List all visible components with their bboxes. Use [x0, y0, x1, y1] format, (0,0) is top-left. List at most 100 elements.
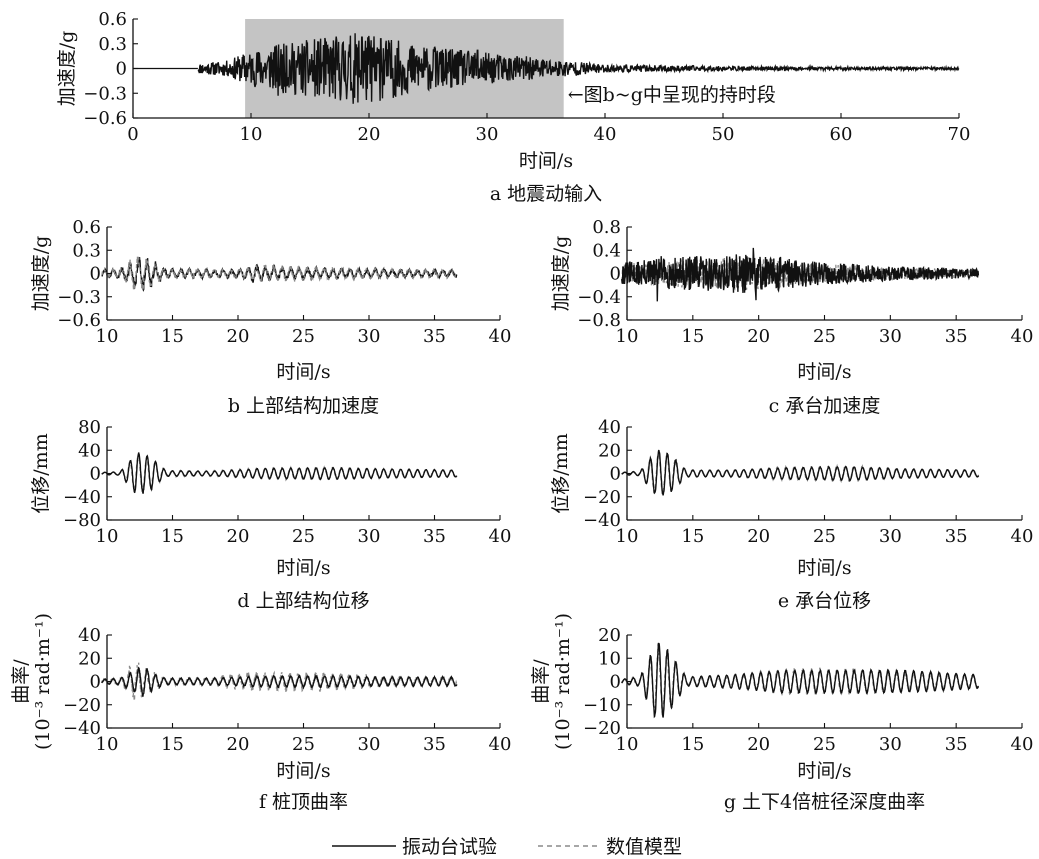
x-axis-label: 时间/s — [276, 557, 330, 579]
legend-label-test: 振动台试验 — [402, 836, 497, 858]
y-tick-label: −40 — [583, 510, 621, 531]
series-line-test — [621, 642, 980, 719]
panel-caption: d 上部结构位移 — [237, 590, 369, 612]
x-tick-label: 20 — [747, 326, 770, 347]
x-tick-label: 35 — [423, 734, 446, 755]
y-tick-label: −0.4 — [577, 287, 621, 308]
x-tick-label: 10 — [96, 326, 119, 347]
y-axis-label: (10⁻³ rad·m⁻¹) — [32, 613, 54, 750]
y-tick-label: −0.6 — [83, 108, 127, 129]
panel-caption: e 承台位移 — [778, 590, 871, 612]
y-tick-label: 0 — [90, 464, 101, 485]
series-line-test — [621, 449, 980, 496]
x-axis-label: 时间/s — [519, 150, 573, 172]
y-tick-label: −0.3 — [57, 287, 101, 308]
x-tick-label: 40 — [1011, 526, 1034, 547]
x-tick-label: 10 — [96, 734, 119, 755]
y-axis-label: 位移/mm — [30, 433, 52, 513]
x-tick-label: 50 — [712, 124, 735, 145]
x-tick-label: 30 — [358, 326, 381, 347]
x-tick-label: 40 — [1011, 326, 1034, 347]
y-tick-label: 0 — [610, 672, 621, 693]
panel-caption: c 承台加速度 — [769, 395, 881, 417]
x-axis-label: 时间/s — [276, 760, 330, 782]
y-tick-label: 20 — [598, 625, 621, 646]
x-tick-label: 15 — [161, 326, 184, 347]
y-tick-label: 0.4 — [592, 240, 621, 261]
panel-caption: f 桩顶曲率 — [259, 791, 348, 813]
x-tick-label: 20 — [227, 326, 250, 347]
x-axis-label: 时间/s — [797, 760, 851, 782]
x-tick-label: 30 — [358, 734, 381, 755]
x-tick-label: 20 — [747, 734, 770, 755]
y-tick-label: −0.3 — [83, 83, 127, 104]
x-tick-label: 40 — [489, 526, 512, 547]
y-tick-label: 40 — [598, 417, 621, 438]
x-tick-label: 10 — [616, 734, 639, 755]
x-tick-label: 10 — [616, 326, 639, 347]
y-tick-label: −40 — [63, 718, 101, 739]
y-axis-label: 加速度/g — [30, 236, 52, 312]
x-tick-label: 30 — [879, 734, 902, 755]
x-tick-label: 15 — [161, 526, 184, 547]
y-axis-label: (10⁻³ rad·m⁻¹) — [552, 613, 574, 750]
y-tick-label: 0 — [610, 264, 621, 285]
x-tick-label: 25 — [292, 526, 315, 547]
panel-a: 0 10 20 30 40 50 60 70−0.6−0.300.30.6时间/s加速度/ga… — [56, 9, 970, 205]
y-tick-label: 0 — [90, 672, 101, 693]
legend: 振动台试验 数值模型 — [332, 836, 682, 858]
y-tick-label: 0.6 — [72, 217, 101, 238]
series-line-test — [197, 33, 960, 104]
x-tick-label: 20 — [358, 124, 381, 145]
x-tick-label: 35 — [423, 526, 446, 547]
series-line-test — [101, 666, 458, 697]
x-tick-label: 20 — [747, 526, 770, 547]
x-tick-label: 25 — [292, 734, 315, 755]
y-tick-label: −0.8 — [577, 310, 621, 331]
y-tick-label: 0 — [116, 59, 127, 80]
x-tick-label: 15 — [681, 326, 704, 347]
series-line-test — [101, 452, 458, 494]
x-tick-label: 30 — [358, 526, 381, 547]
y-tick-label: 0.6 — [98, 9, 127, 30]
y-tick-label: 80 — [78, 417, 101, 438]
y-tick-label: 0.3 — [98, 34, 127, 55]
panel-b: 10 15 20 25 30 35 40 −0.6−0.30 0.30.6 时间/s 加速度/g b … — [30, 217, 511, 417]
y-tick-label: −20 — [583, 487, 621, 508]
duration-annotation-text: ←图b~g中呈现的持时段 — [568, 84, 776, 106]
duration-annotation: ←图b~g中呈现的持时段 — [568, 84, 776, 106]
y-tick-label: 10 — [598, 648, 621, 669]
x-tick-label: 30 — [879, 326, 902, 347]
y-tick-label: −40 — [63, 487, 101, 508]
x-tick-label: 40 — [489, 734, 512, 755]
y-axis-label: 曲率/ — [10, 659, 32, 704]
y-tick-label: 40 — [78, 625, 101, 646]
y-axis-label: 加速度/g — [550, 236, 572, 312]
x-tick-label: 25 — [813, 326, 836, 347]
x-tick-label: 20 — [227, 734, 250, 755]
x-tick-label: 10 — [96, 526, 119, 547]
x-axis-label: 时间/s — [276, 361, 330, 383]
y-tick-label: 0 — [90, 264, 101, 285]
x-tick-label: 10 — [616, 526, 639, 547]
x-tick-label: 35 — [945, 326, 968, 347]
y-tick-label: 40 — [78, 440, 101, 461]
x-axis-label: 时间/s — [797, 557, 851, 579]
x-tick-label: 25 — [813, 526, 836, 547]
x-tick-label: 35 — [945, 526, 968, 547]
x-tick-label: 30 — [879, 526, 902, 547]
y-tick-label: −0.6 — [57, 310, 101, 331]
y-tick-label: 20 — [78, 648, 101, 669]
series-line-model — [101, 453, 458, 492]
y-tick-label: 0.3 — [72, 240, 101, 261]
legend-label-model: 数值模型 — [606, 836, 682, 858]
x-tick-label: 70 — [948, 124, 971, 145]
series-line-test — [621, 247, 980, 302]
x-tick-label: 40 — [594, 124, 617, 145]
panel-caption: a 地震动输入 — [490, 183, 602, 205]
